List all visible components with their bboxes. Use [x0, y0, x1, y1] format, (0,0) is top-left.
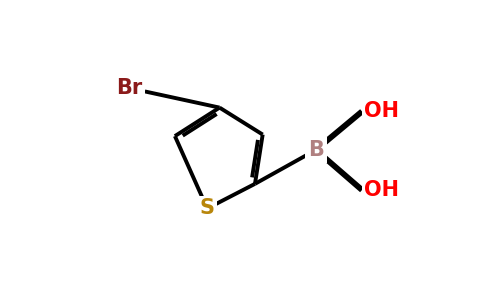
Text: OH: OH [364, 101, 399, 122]
Text: OH: OH [364, 180, 399, 200]
Text: B: B [308, 140, 324, 160]
Text: Br: Br [116, 78, 143, 98]
Text: S: S [200, 199, 215, 218]
